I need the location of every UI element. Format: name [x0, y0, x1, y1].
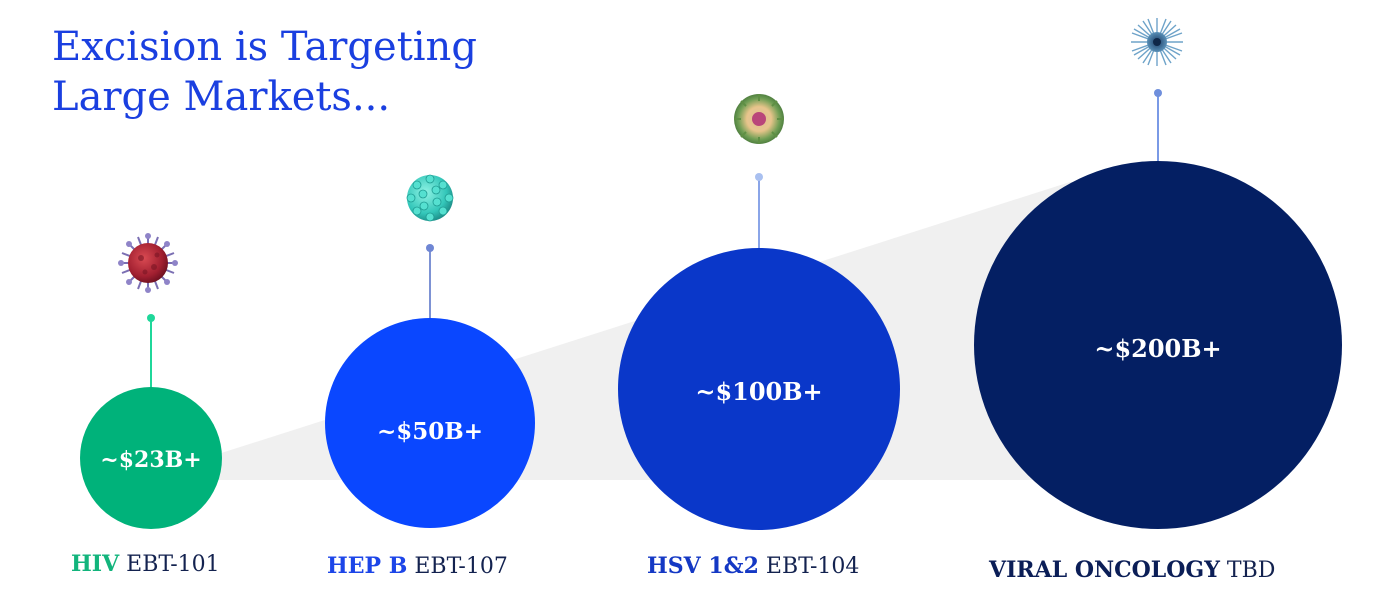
stem-dot-hepb [426, 244, 434, 252]
market-label-hsv: HSV 1&2 EBT-104 [647, 553, 859, 579]
market-label-viral-oncology: VIRAL ONCOLOGY TBD [989, 557, 1275, 583]
virus-hsv-icon [734, 94, 784, 144]
title-line-1: Excision is Targeting [52, 24, 477, 70]
market-label-hepb: HEP B EBT-107 [327, 553, 508, 579]
market-group-hsv: ~$100B+ [618, 94, 900, 530]
bubble-value-hsv: ~$100B+ [695, 377, 822, 406]
program-code-hiv: EBT-101 [126, 552, 220, 577]
virus-hepb-icon [406, 174, 454, 222]
program-code-viral-oncology: TBD [1226, 558, 1276, 583]
bubble-hsv [618, 248, 900, 530]
title-line-2: Large Markets... [52, 74, 391, 120]
stem-dot-hiv [147, 314, 155, 322]
market-group-hiv: ~$23B+ [80, 233, 222, 529]
market-name-hepb: HEP B [327, 553, 408, 579]
stem-dot-viral-oncology [1154, 89, 1162, 97]
market-name-viral-oncology: VIRAL ONCOLOGY [989, 557, 1220, 583]
program-code-hepb: EBT-107 [414, 554, 508, 579]
virus-hiv-icon [118, 233, 178, 293]
page-title: Excision is Targeting Large Markets... [52, 22, 477, 122]
market-group-hepb: ~$50B+ [325, 174, 535, 528]
bubble-value-hepb: ~$50B+ [377, 418, 483, 445]
bubble-hiv [80, 387, 222, 529]
bubble-viral-oncology [974, 161, 1342, 529]
bubble-hepb [325, 318, 535, 528]
bubble-value-hiv: ~$23B+ [100, 447, 201, 473]
stem-dot-hsv [755, 173, 763, 181]
market-name-hiv: HIV [71, 551, 120, 577]
market-name-hsv: HSV 1&2 [647, 553, 759, 579]
bubble-value-viral-oncology: ~$200B+ [1094, 334, 1221, 363]
market-label-hiv: HIV EBT-101 [71, 551, 220, 577]
virus-oncology-icon [1131, 18, 1183, 66]
program-code-hsv: EBT-104 [765, 554, 860, 579]
market-group-viral-oncology: ~$200B+ [974, 18, 1342, 529]
